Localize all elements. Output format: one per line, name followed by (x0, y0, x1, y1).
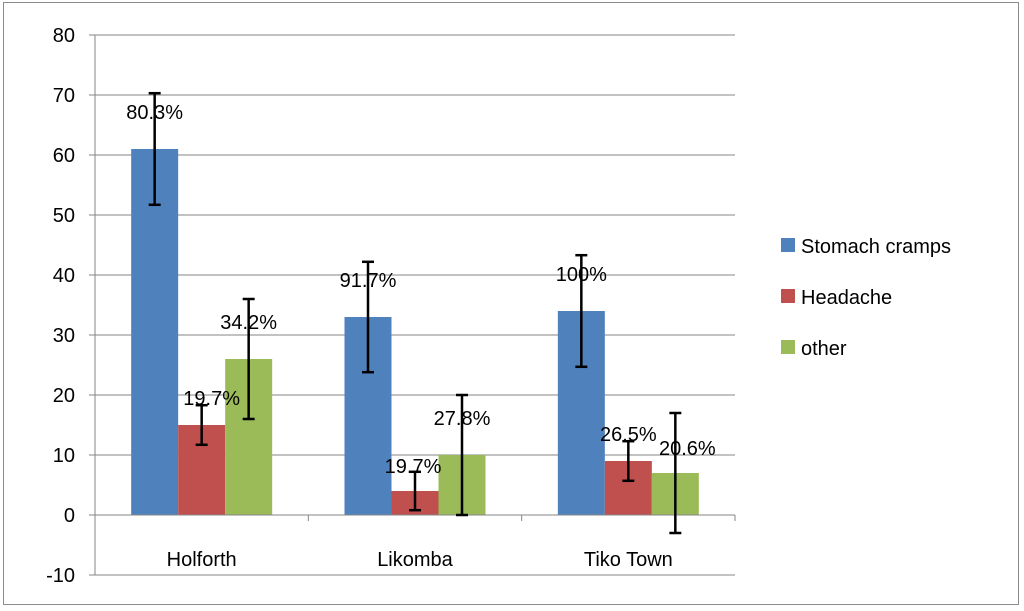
legend-swatch (781, 340, 795, 354)
data-label-stomach-cramps-likomba: 91.7% (340, 270, 397, 292)
y-tick-label: 0 (64, 505, 75, 527)
y-tick-label: -10 (46, 565, 75, 587)
legend-item-other: other (781, 338, 847, 360)
error-bar-headache-tiko-town (622, 439, 635, 483)
y-tick-label: 40 (53, 265, 75, 287)
error-bar-headache-holforth (195, 403, 208, 447)
data-label-other-likomba: 27.8% (434, 408, 491, 430)
y-tick-label: 20 (53, 385, 75, 407)
x-category-label: Holforth (167, 549, 237, 571)
axes: -10 0 10 20 30 40 50 60 70 80 Holforth Likomba Tiko … (46, 25, 736, 587)
error-bar-stomach-cramps-tiko-town (575, 253, 588, 369)
legend-item-stomach-cramps: Stomach cramps (781, 236, 951, 258)
legend-label: other (801, 338, 847, 360)
legend-item-headache: Headache (781, 287, 892, 309)
legend-label: Headache (801, 287, 892, 309)
y-tick-label: 30 (53, 325, 75, 347)
y-tick-label: 70 (53, 85, 75, 107)
error-bar-stomach-cramps-likomba (362, 260, 374, 374)
error-bar-stomach-cramps-holforth (148, 91, 161, 207)
bar-stomach-cramps-holforth (131, 149, 179, 515)
error-bar-other-tiko-town (669, 411, 682, 535)
y-tick-label: 10 (53, 445, 75, 467)
data-labels: 80.3% 19.7% 34.2% 91.7% 19.7% 27.8% 100% 26.5%2… (126, 102, 716, 478)
error-bar-other-holforth (242, 297, 255, 421)
y-tick-label: 80 (53, 25, 75, 47)
legend-label: Stomach cramps (801, 236, 951, 258)
data-label-other-tiko-town: 20.6% (659, 438, 716, 460)
data-label-other-holforth: 34.2% (220, 312, 277, 334)
error-bar-headache-likomba (409, 470, 421, 512)
data-label-headache-likomba: 19.7% (385, 456, 442, 478)
data-label-stomach-cramps-tiko-town: 100% (556, 264, 607, 286)
legend-swatch (781, 238, 795, 252)
x-category-label: Tiko Town (584, 549, 673, 571)
error-bars (148, 91, 682, 535)
y-tick-label: 60 (53, 145, 75, 167)
data-label-headache-holforth: 19.7% (183, 388, 240, 410)
legend-swatch (781, 289, 795, 303)
data-label-headache-tiko-town: 26.5% (600, 424, 657, 446)
y-tick-label: 50 (53, 205, 75, 227)
x-category-label: Likomba (377, 549, 453, 571)
data-label-stomach-cramps-holforth: 80.3% (126, 102, 183, 124)
error-bar-other-likomba (456, 393, 468, 517)
legend: Stomach cramps Headache other (781, 236, 951, 360)
